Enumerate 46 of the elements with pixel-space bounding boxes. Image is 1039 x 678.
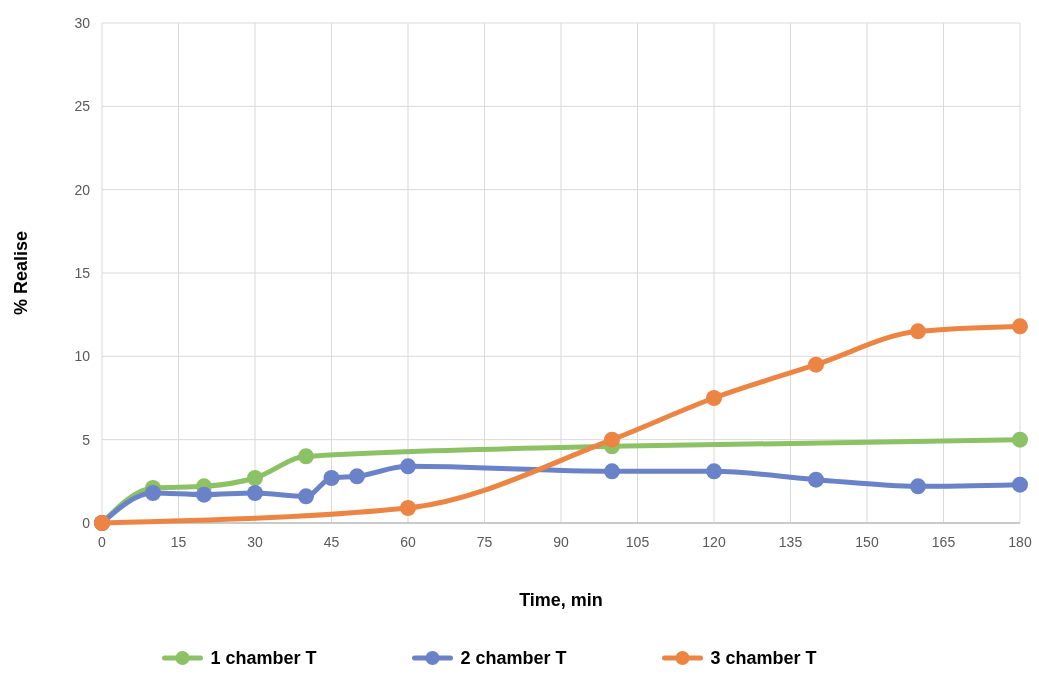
y-tick-label: 25 [74, 98, 91, 115]
point [196, 486, 212, 503]
x-tick-label: 165 [931, 534, 956, 550]
point [298, 488, 314, 505]
point [247, 470, 263, 486]
point [706, 390, 722, 406]
y-tick-label: 20 [74, 181, 91, 198]
y-tick-label: 10 [74, 348, 91, 365]
y-tick-label: 0 [82, 514, 91, 531]
legend-label: 2 chamber T [460, 648, 567, 669]
point [910, 323, 926, 340]
y-tick-label: 5 [82, 431, 91, 448]
x-tick-label: 60 [400, 534, 416, 550]
x-tick-label: 105 [625, 534, 650, 550]
y-tick-label: 30 [74, 14, 91, 31]
x-tick-label: 90 [553, 534, 569, 550]
point [910, 478, 926, 495]
point [247, 485, 263, 501]
x-tick-label: 150 [855, 534, 879, 550]
point [1012, 476, 1028, 493]
y-axis-title: % Realise [11, 230, 31, 316]
legend-label: 1 chamber T [210, 648, 317, 669]
point [145, 485, 161, 501]
x-tick-label: 180 [1008, 534, 1032, 550]
x-tick-label: 45 [323, 534, 340, 550]
point [298, 448, 314, 465]
y-tick-label: 15 [74, 264, 91, 281]
point [808, 356, 824, 373]
x-tick-label: 75 [476, 534, 493, 550]
point [1012, 318, 1028, 335]
point [400, 500, 416, 516]
x-tick-label: 120 [702, 534, 726, 550]
x-tick-label: 0 [98, 534, 107, 550]
point [1012, 431, 1028, 448]
point [604, 463, 620, 480]
x-axis-title: Time, min [519, 590, 603, 610]
point [706, 463, 722, 480]
x-tick-label: 135 [778, 534, 803, 550]
point [349, 468, 365, 485]
point [604, 431, 620, 448]
point [400, 458, 416, 475]
x-tick-label: 30 [247, 534, 263, 550]
point [323, 470, 340, 486]
point [808, 471, 824, 488]
legend-label: 3 chamber T [710, 648, 817, 669]
x-tick-label: 15 [170, 534, 187, 550]
